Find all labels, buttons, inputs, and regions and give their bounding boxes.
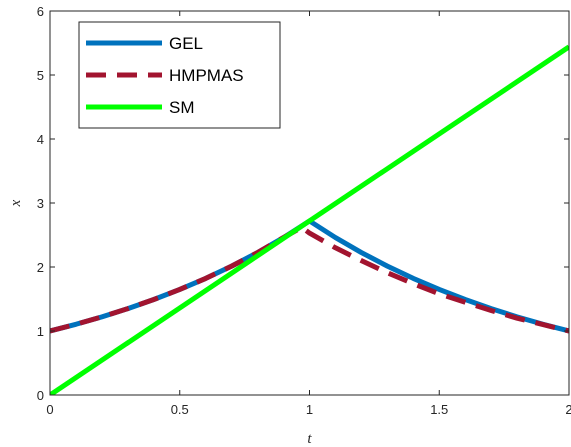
y-tick-label: 5	[37, 68, 44, 83]
y-tick-label: 0	[37, 388, 44, 403]
y-tick-label: 6	[37, 4, 44, 19]
x-tick-label: 0	[46, 402, 53, 417]
y-axis-label: x	[8, 199, 24, 207]
y-tick-label: 3	[37, 196, 44, 211]
x-tick-label: 1	[306, 402, 313, 417]
y-tick-label: 4	[37, 132, 44, 147]
x-tick-label: 2	[565, 402, 571, 417]
legend-label-sm: SM	[169, 98, 195, 117]
legend-box	[78, 21, 281, 129]
series-line-sm	[50, 44, 569, 395]
x-tick-label: 0.5	[171, 402, 189, 417]
x-axis-label: t	[307, 431, 312, 447]
legend-label-gel: GEL	[169, 34, 203, 53]
series-line-hmpmas	[50, 224, 569, 334]
y-tick-label: 2	[37, 260, 44, 275]
y-tick-label: 1	[37, 324, 44, 339]
legend-label-hmpmas: HMPMAS	[169, 66, 244, 85]
x-tick-label: 1.5	[430, 402, 448, 417]
legend: GEL HMPMAS SM	[78, 21, 281, 129]
